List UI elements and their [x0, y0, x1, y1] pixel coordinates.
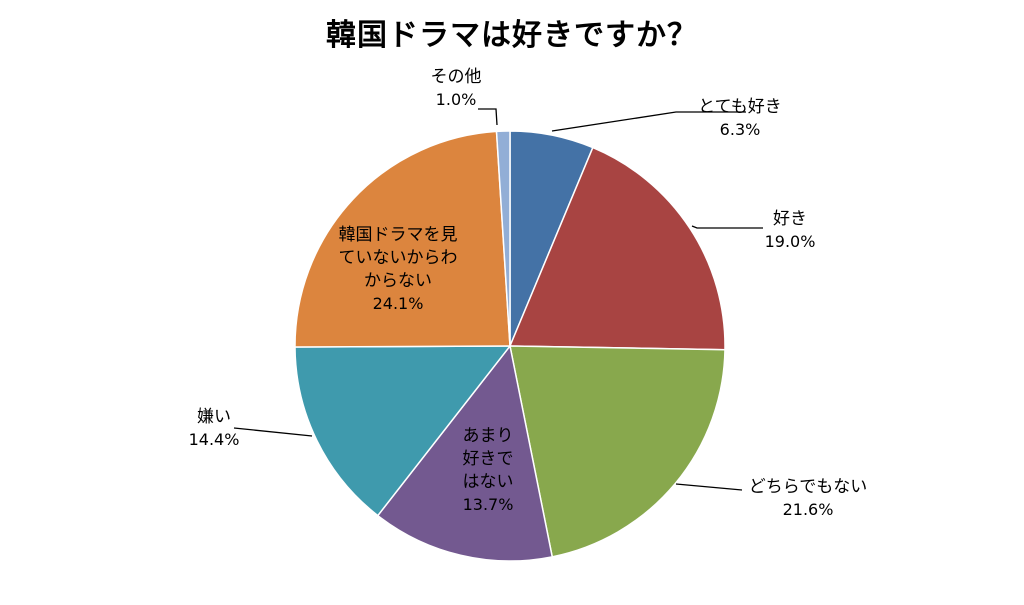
slice-percent: 6.3% — [720, 120, 761, 139]
slice-label-text: とても好き — [698, 97, 782, 117]
leader-line — [675, 483, 743, 491]
leader-lines — [233, 108, 763, 491]
slice-label-text: 好きで — [463, 449, 514, 469]
pie-slice — [508, 146, 726, 351]
slice-label: 嫌い 14.4% — [189, 407, 240, 449]
slice-label: 好き 19.0% — [765, 209, 816, 251]
slice-label-text: 韓国ドラマを見 — [339, 225, 458, 245]
slice-percent: 13.7% — [463, 495, 514, 514]
leader-line — [551, 111, 746, 132]
pie-slice — [376, 344, 554, 562]
pie-slice — [495, 130, 511, 347]
slice-label-text: 好き — [773, 209, 807, 229]
slice-label-text: どちらでもない — [749, 477, 868, 497]
pie-slice — [294, 130, 511, 348]
slice-label-text: はない — [463, 472, 514, 492]
slice-percent: 14.4% — [189, 430, 240, 449]
slice-percent: 19.0% — [765, 232, 816, 251]
slice-label-text: からない — [364, 271, 432, 291]
pie-slice — [294, 345, 512, 517]
pie-slices — [294, 130, 726, 562]
slice-percent: 21.6% — [783, 500, 834, 519]
slice-label-text: あまり — [463, 426, 514, 446]
slice-label: どちらでもない 21.6% — [749, 477, 868, 519]
slice-label: とても好き 6.3% — [698, 97, 782, 139]
pie-slice — [509, 345, 726, 558]
slice-label: 韓国ドラマを見ていないからわからない 24.1% — [339, 225, 458, 313]
slice-label-text: 嫌い — [197, 407, 231, 427]
slice-label: あまり好きではない 13.7% — [463, 426, 514, 514]
chart-title: 韓国ドラマは好きですか？ — [326, 18, 698, 53]
slice-percent: 1.0% — [436, 90, 477, 109]
slice-percent: 24.1% — [373, 294, 424, 313]
slice-label-text: ていないからわ — [339, 248, 458, 268]
leader-line — [691, 225, 763, 229]
slice-labels: とても好き 6.3% 好き 19.0% どちらでもない 21.6% あまり好きではない 13.… — [189, 67, 868, 519]
leader-line — [478, 108, 498, 126]
leader-line — [233, 427, 313, 437]
slice-label: その他 1.0% — [431, 67, 482, 109]
slice-label-text: その他 — [431, 67, 482, 87]
